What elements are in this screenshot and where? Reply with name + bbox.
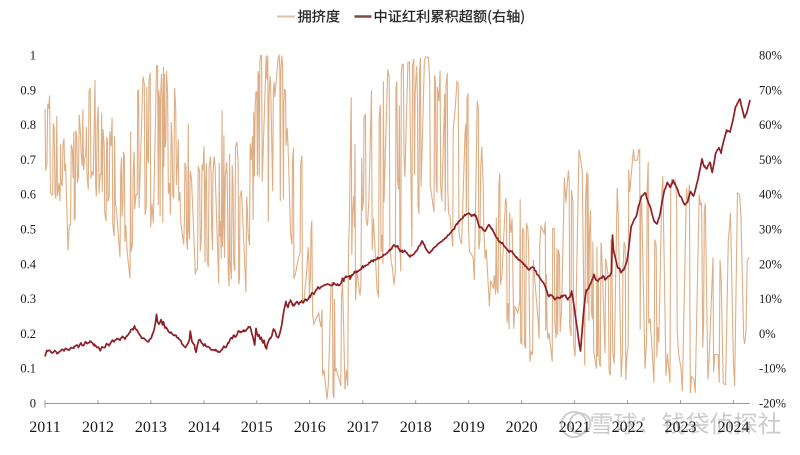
- svg-text:2013: 2013: [135, 419, 167, 436]
- svg-text:0.4: 0.4: [20, 257, 36, 271]
- svg-text:0.1: 0.1: [20, 362, 36, 376]
- svg-text:2023: 2023: [665, 419, 697, 436]
- svg-text:0.8: 0.8: [20, 118, 36, 132]
- svg-text:2015: 2015: [241, 419, 273, 436]
- svg-text:0: 0: [30, 397, 36, 411]
- svg-text:-20%: -20%: [759, 397, 786, 411]
- svg-text:0.6: 0.6: [20, 188, 36, 202]
- svg-text:10%: 10%: [759, 292, 782, 306]
- svg-text:2024: 2024: [718, 419, 750, 436]
- svg-text:2017: 2017: [347, 419, 379, 436]
- svg-text:0.9: 0.9: [20, 83, 36, 97]
- svg-text:20%: 20%: [759, 257, 782, 271]
- svg-text:30%: 30%: [759, 223, 782, 237]
- svg-text:60%: 60%: [759, 118, 782, 132]
- svg-text:2016: 2016: [294, 419, 326, 436]
- svg-text:2022: 2022: [612, 419, 644, 436]
- svg-text:50%: 50%: [759, 153, 782, 167]
- svg-text:1: 1: [30, 49, 36, 63]
- svg-text:2020: 2020: [506, 419, 538, 436]
- svg-text:2011: 2011: [29, 419, 60, 436]
- svg-text:0.3: 0.3: [20, 292, 36, 306]
- svg-text:0.2: 0.2: [20, 327, 36, 341]
- svg-text:80%: 80%: [759, 49, 782, 63]
- svg-text:0%: 0%: [759, 327, 776, 341]
- svg-text:0.5: 0.5: [20, 223, 36, 237]
- svg-text:2018: 2018: [400, 419, 432, 436]
- svg-text:2021: 2021: [559, 419, 591, 436]
- svg-text:2019: 2019: [453, 419, 485, 436]
- svg-text:0.7: 0.7: [20, 153, 36, 167]
- svg-text:-10%: -10%: [759, 362, 786, 376]
- svg-text:40%: 40%: [759, 188, 782, 202]
- svg-text:70%: 70%: [759, 83, 782, 97]
- svg-text:2014: 2014: [188, 419, 220, 436]
- svg-text:2012: 2012: [82, 419, 114, 436]
